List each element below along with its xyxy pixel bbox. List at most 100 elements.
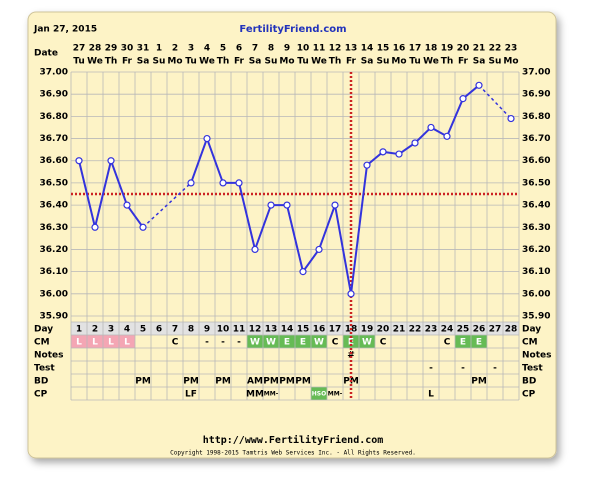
cell-bg: [247, 335, 263, 348]
cell-text: L: [92, 338, 98, 348]
cell-bg: [455, 335, 471, 348]
cell-text: C: [332, 338, 339, 348]
cell-text: W: [362, 338, 372, 348]
temperature-point: [251, 245, 259, 254]
row-label: Notes: [522, 351, 551, 361]
cell-text: AM: [247, 377, 263, 387]
weekday-label: Su: [265, 57, 278, 67]
y-tick-label: 36.70: [40, 134, 68, 144]
cell-text: W: [266, 338, 276, 348]
cell-text: E: [476, 338, 482, 348]
row-label: Notes: [34, 351, 63, 361]
temperature-point: [507, 114, 515, 123]
cell-bg: [263, 335, 279, 348]
date-label: 4: [204, 44, 210, 54]
temperature-point: [395, 150, 403, 158]
cell-bg: [311, 387, 327, 400]
day-number: 4: [124, 325, 130, 335]
cell-text: PM: [215, 377, 231, 387]
date-label: 22: [489, 44, 502, 54]
footer-url: http://www.FertilityFriend.com: [203, 434, 384, 446]
cell-text: W: [250, 338, 260, 348]
temperature-point: [75, 157, 83, 165]
weekday-label: Su: [489, 57, 502, 67]
temperature-point: [331, 201, 339, 209]
date-label: 1: [156, 44, 162, 54]
temperature-point: [411, 139, 419, 147]
weekday-label: Th: [217, 57, 230, 67]
day-number: 28: [505, 325, 518, 335]
date-label: 16: [393, 44, 406, 54]
y-tick-label: 36.40: [40, 201, 68, 211]
cell-text: C: [380, 338, 387, 348]
weekday-label: Su: [377, 57, 390, 67]
day-number: 14: [281, 325, 294, 335]
cell-text: -: [461, 364, 465, 374]
weekday-label: Th: [329, 57, 342, 67]
cell-text: L: [428, 390, 434, 400]
date-label: 28: [89, 44, 102, 54]
cell-text: PM: [135, 377, 151, 387]
cell-text: C: [444, 338, 451, 348]
y2-tick-label: 36.90: [522, 90, 550, 100]
weekday-label: We: [199, 57, 215, 67]
weekday-label: Tu: [73, 57, 85, 67]
day-number: 26: [473, 325, 486, 335]
date-label: 9: [284, 44, 290, 54]
cell-text: W: [314, 338, 324, 348]
cell-bg: [279, 335, 295, 348]
cell-text: PM: [471, 377, 487, 387]
cell-bg: [119, 335, 135, 348]
date-label: 11: [313, 44, 326, 54]
y-tick-label: 36.60: [40, 156, 68, 166]
date-label: 12: [329, 44, 342, 54]
row-label: Day: [522, 325, 541, 335]
cell-bg: [87, 335, 103, 348]
temperature-point: [91, 223, 99, 231]
date-label: Date: [34, 49, 58, 59]
cell-text: MM-: [328, 391, 343, 398]
weekday-label: Tu: [409, 57, 421, 67]
cell-text: E: [284, 338, 290, 348]
temperature-point: [203, 134, 211, 143]
temperature-point: [187, 179, 195, 187]
y2-tick-label: 36.80: [522, 112, 550, 122]
y2-tick-label: 36.40: [522, 201, 550, 211]
y2-tick-label: 36.00: [522, 289, 550, 299]
temperature-point: [267, 201, 275, 209]
y2-tick-label: 36.70: [522, 134, 550, 144]
day-number: 2: [92, 325, 98, 335]
y-tick-label: 37.00: [40, 68, 68, 78]
date-label: 27: [73, 44, 86, 54]
weekday-label: Th: [441, 57, 454, 67]
cell-text: PM: [279, 377, 295, 387]
weekday-label: Fr: [234, 57, 245, 67]
date-label: 14: [361, 44, 374, 54]
cell-text: -: [221, 338, 225, 348]
day-number: 5: [140, 325, 146, 335]
day-number: 12: [249, 325, 262, 335]
y2-tick-label: 36.10: [522, 267, 550, 277]
weekday-label: Fr: [122, 57, 133, 67]
temperature-point: [235, 179, 243, 187]
date-label: 10: [297, 44, 310, 54]
row-label: CP: [34, 390, 48, 400]
temperature-point: [347, 290, 355, 298]
cell-text: L: [108, 338, 114, 348]
header-date: Jan 27, 2015: [33, 25, 97, 35]
day-number: 20: [377, 325, 390, 335]
cell-text: -: [429, 364, 433, 374]
chart-frame: [27, 11, 557, 459]
weekday-label: Sa: [473, 57, 486, 67]
row-label: BD: [34, 377, 48, 387]
day-number: 23: [425, 325, 438, 335]
weekday-label: Sa: [361, 57, 374, 67]
weekday-label: Mo: [167, 57, 182, 67]
day-number: 21: [393, 325, 406, 335]
temperature-point: [443, 132, 451, 140]
date-label: 15: [377, 44, 390, 54]
weekday-label: Sa: [137, 57, 150, 67]
y2-tick-label: 36.20: [522, 245, 550, 255]
date-label: 8: [268, 44, 274, 54]
